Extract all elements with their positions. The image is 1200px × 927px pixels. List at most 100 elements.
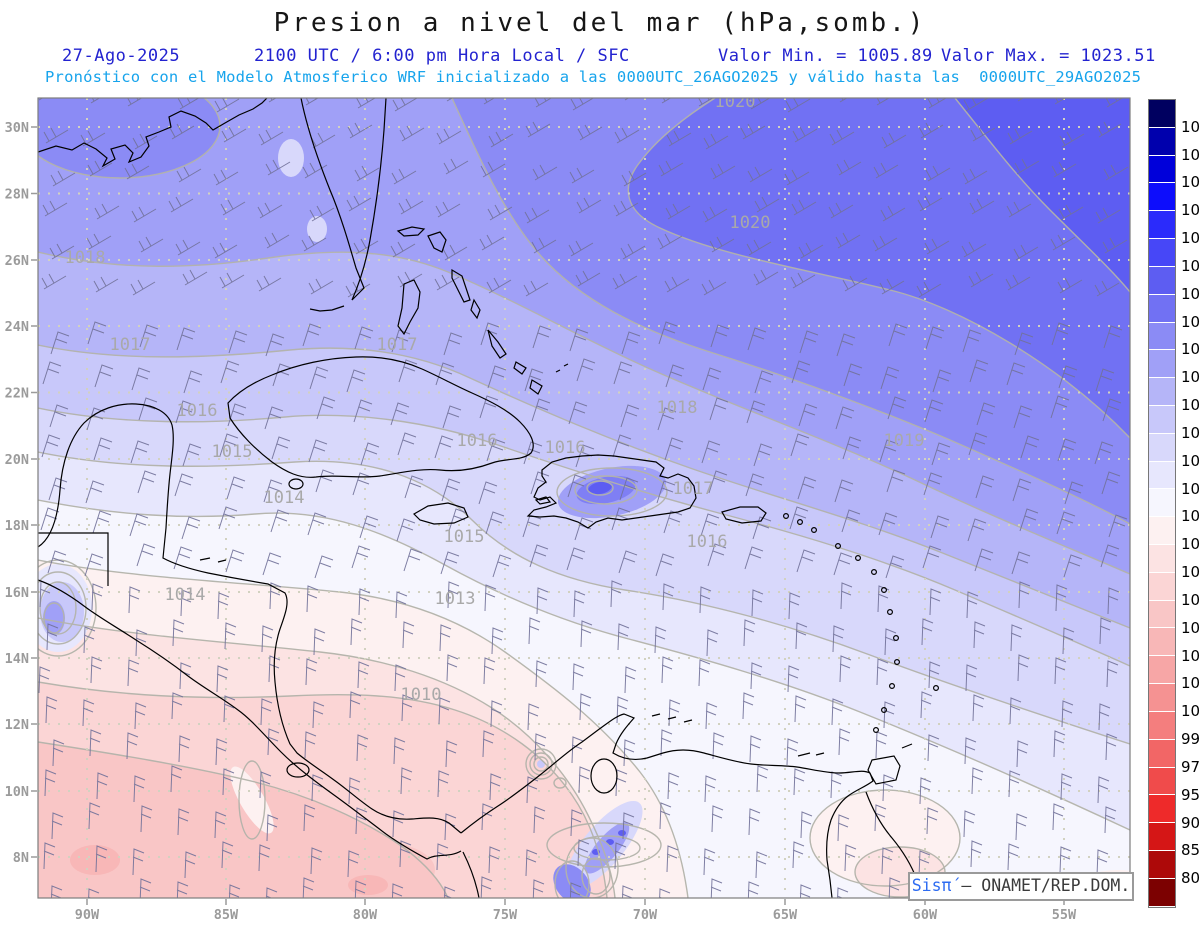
contour-label: 1020 (715, 92, 756, 112)
lat-tick-label: 22N (5, 386, 29, 402)
contour-label: 1016 (177, 401, 218, 421)
colorbar-cell (1149, 350, 1175, 379)
colorbar-cell (1149, 517, 1175, 545)
wind-barbs-layer (38, 98, 1129, 898)
lat-tick-label: 10N (5, 784, 29, 800)
lon-tick-label: 70W (633, 907, 658, 923)
colorbar-tick-label: 1016 (1181, 423, 1200, 442)
colorbar-tick-label: 1020 (1181, 312, 1200, 331)
colorbar-tick-label: 950 (1181, 785, 1200, 804)
contour-label: 1016 (545, 438, 586, 458)
contour-label: 1013 (435, 589, 476, 609)
colorbar-cell (1149, 823, 1175, 851)
colorbar-cell (1149, 600, 1175, 629)
colorbar-cell (1149, 183, 1175, 212)
contour-label: 1017 (377, 335, 418, 355)
colorbar-tick-label: 1015 (1181, 451, 1200, 470)
page-title: Presion a nivel del mar (hPa,somb.) (273, 8, 927, 38)
colorbar-cell (1149, 322, 1175, 351)
colorbar-cell (1149, 656, 1175, 685)
lat-tick-label: 12N (5, 717, 29, 733)
colorbar-cell (1149, 572, 1175, 601)
colorbar-cell (1149, 461, 1175, 490)
colorbar-tick-label: 1040 (1181, 145, 1200, 164)
contour-label: 1017 (110, 335, 151, 355)
colorbar-tick-label: 1006 (1181, 618, 1200, 637)
lon-tick-label: 60W (913, 907, 938, 923)
colorbar-cell (1149, 266, 1175, 295)
colorbar-tick-label: 1010 (1181, 563, 1200, 582)
contour-label: 1010 (401, 685, 442, 705)
colorbar-tick-label: 1004 (1181, 646, 1200, 665)
colorbar-tick-label: 1013 (1181, 507, 1200, 526)
colorbar-cell (1149, 739, 1175, 768)
colorbar-cell (1149, 127, 1175, 156)
contour-label: 1020 (730, 213, 771, 233)
lon-tick-label: 65W (773, 907, 798, 923)
colorbar-cell (1149, 294, 1175, 323)
contour-label: 1019 (884, 431, 925, 451)
contour-label: 1015 (444, 527, 485, 547)
lat-tick-label: 18N (5, 518, 29, 534)
colorbar-tick-label: 1002 (1181, 674, 1200, 693)
lat-tick-label: 20N (5, 452, 29, 468)
colorbar-tick-label: 1014 (1181, 479, 1200, 498)
lat-tick-label: 26N (5, 253, 29, 269)
value-max-label: Valor Max. = 1023.51 (941, 46, 1156, 66)
colorbar-tick-label: 900 (1181, 813, 1200, 832)
forecast-valid-time: 2100 UTC / 6:00 pm Hora Local / SFC (254, 46, 630, 66)
forecast-date: 27-Ago-2025 (62, 46, 181, 66)
lat-tick-label: 14N (5, 651, 29, 667)
lon-tick-label: 90W (75, 907, 100, 923)
colorbar-cell (1149, 433, 1175, 462)
lon-tick-label: 80W (353, 907, 378, 923)
colorbar-cell (1149, 628, 1175, 657)
colorbar-tick-label: 1050 (1181, 117, 1200, 136)
colorbar-cell (1149, 489, 1175, 518)
colorbar-cell (1149, 155, 1175, 184)
colorbar-tick-label: 850 (1181, 841, 1200, 860)
colorbar-cell (1149, 378, 1175, 406)
contour-label: 1016 (687, 532, 728, 552)
coastline-layer (38, 98, 939, 898)
colorbar-cell (1149, 405, 1175, 434)
colorbar-tick-label: 990 (1181, 730, 1200, 749)
colorbar-cell (1149, 878, 1175, 907)
lat-tick-label: 30N (5, 120, 29, 136)
attribution-text: – ONAMET/REP.DOM. (951, 876, 1131, 895)
colorbar-tick-label: 1000 (1181, 702, 1200, 721)
colorbar-tick-label: 1019 (1181, 340, 1200, 359)
lon-tick-label: 85W (214, 907, 239, 923)
attribution-box: Sisπ́ – ONAMET/REP.DOM. (908, 872, 1134, 901)
colorbar-cell (1149, 211, 1175, 240)
colorbar-tick-label: 1017 (1181, 396, 1200, 415)
colorbar-tick-label: 970 (1181, 757, 1200, 776)
colorbar-tick-label: 1018 (1181, 368, 1200, 387)
colorbar-cell (1149, 711, 1175, 740)
colorbar-tick-label: 1030 (1181, 201, 1200, 220)
axis-labels: 30N 28N 26N 24N 22N 20N 18N 16N 14N 12N 10N 8N 90W 85… (5, 120, 1077, 923)
value-min-label: Valor Min. = 1005.89 (718, 46, 933, 66)
colorbar-cell (1149, 795, 1175, 824)
contour-labels-layer: 1020 1020 1018 1018 1017 1017 1017 1016 1016 1016… (65, 92, 925, 705)
contour-label: 1014 (165, 585, 206, 605)
colorbar-tick-label: 1028 (1181, 229, 1200, 248)
lat-tick-label: 16N (5, 585, 29, 601)
model-init-line: Pronóstico con el Modelo Atmosferico WRF… (45, 68, 1142, 86)
lat-tick-label: 28N (5, 187, 29, 203)
lat-tick-label: 8N (13, 850, 29, 866)
colorbar-cell (1149, 767, 1175, 796)
graticule-layer (38, 98, 1130, 898)
colorbar-cell (1149, 239, 1175, 267)
lon-tick-label: 75W (493, 907, 518, 923)
map-frame (37, 97, 1131, 899)
contour-label: 1018 (65, 248, 106, 268)
sispi-logo-text: Sisπ́ (911, 876, 952, 895)
pressure-colorbar (1148, 99, 1176, 908)
lon-tick-label: 55W (1052, 907, 1077, 923)
contour-label: 1018 (657, 398, 698, 418)
colorbar-tick-label: 1008 (1181, 590, 1200, 609)
contour-label: 1015 (212, 442, 253, 462)
